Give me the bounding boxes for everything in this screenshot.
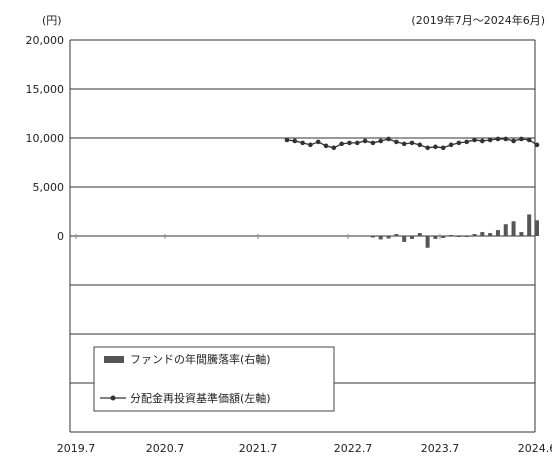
bar: [370, 236, 375, 238]
nav-point: [292, 138, 298, 144]
legend-line-marker: [110, 395, 116, 401]
line-series: [284, 136, 540, 151]
nav-point: [362, 138, 368, 144]
bar: [472, 234, 477, 236]
bar: [464, 236, 469, 237]
nav-point: [456, 140, 462, 146]
nav-point: [534, 142, 540, 148]
nav-point: [425, 145, 430, 151]
y-axis-labels: 20,000 15,000 10,000 5,000 0: [26, 34, 65, 243]
nav-point: [472, 137, 477, 143]
bar: [488, 233, 493, 236]
nav-point: [394, 139, 399, 145]
y-tick-label: 5,000: [33, 181, 65, 194]
y-tick-label: 10,000: [26, 132, 65, 145]
nav-point: [401, 141, 407, 147]
nav-point: [386, 136, 391, 142]
nav-point: [339, 141, 344, 147]
bar: [386, 236, 391, 239]
bar: [433, 236, 438, 239]
nav-point: [370, 140, 376, 146]
nav-point: [354, 140, 360, 146]
x-tick-label: 2023.7: [421, 442, 460, 455]
nav-point: [300, 140, 305, 146]
nav-point: [440, 145, 446, 151]
nav-point: [409, 140, 415, 146]
nav-point: [495, 136, 501, 142]
nav-point: [487, 137, 493, 143]
legend-label-line: 分配金再投資基準価額(左軸): [130, 391, 271, 405]
bar: [425, 236, 430, 248]
x-tick-label: 2020.7: [146, 442, 185, 455]
bar: [535, 220, 539, 236]
nav-point: [448, 142, 454, 148]
x-tick-label: 2022.7: [334, 442, 373, 455]
nav-point: [417, 142, 423, 148]
bar-series: [370, 214, 539, 248]
bar: [394, 234, 399, 236]
nav-point: [519, 136, 524, 142]
nav-point: [284, 137, 290, 143]
y-axis-unit: (円): [42, 14, 62, 27]
bar: [402, 236, 407, 242]
y-tick-label: 0: [57, 230, 64, 243]
bar: [519, 232, 524, 236]
nav-point: [308, 142, 313, 148]
nav-point: [433, 144, 438, 150]
nav-point: [526, 137, 532, 143]
x-tick-label: 2021.7: [239, 442, 278, 455]
chart-period: (2019年7月～2024年6月): [411, 13, 545, 27]
bar: [417, 233, 422, 236]
bar: [456, 236, 461, 237]
y-tick-label: 15,000: [26, 83, 65, 96]
nav-point: [323, 143, 329, 149]
bar: [495, 230, 500, 236]
legend-box: [93, 346, 335, 412]
x-tick-label: 2024.6: [518, 442, 552, 455]
nav-point: [315, 139, 321, 145]
legend-label-bar: ファンドの年間騰落率(右軸): [130, 352, 271, 366]
nav-point: [511, 138, 516, 144]
bar: [441, 236, 446, 238]
bar: [527, 214, 532, 236]
nav-point: [503, 136, 509, 142]
bar: [409, 236, 414, 239]
x-axis-labels: 2019.7 2020.7 2021.7 2022.7 2023.7 2024.6: [57, 442, 552, 455]
nav-point: [464, 139, 469, 145]
legend-bar-swatch: [104, 356, 124, 363]
nav-point: [480, 138, 485, 144]
legend: ファンドの年間騰落率(右軸) 分配金再投資基準価額(左軸): [93, 346, 335, 412]
nav-point: [331, 145, 337, 151]
bar: [503, 224, 508, 236]
x-tick-label: 2019.7: [57, 442, 96, 455]
bar: [378, 236, 383, 240]
bar: [480, 232, 485, 236]
nav-point: [347, 140, 352, 146]
nav-point: [378, 138, 384, 144]
bar: [449, 235, 454, 237]
bar: [511, 221, 516, 236]
y-tick-label: 20,000: [26, 34, 65, 47]
gridlines: [69, 39, 536, 433]
